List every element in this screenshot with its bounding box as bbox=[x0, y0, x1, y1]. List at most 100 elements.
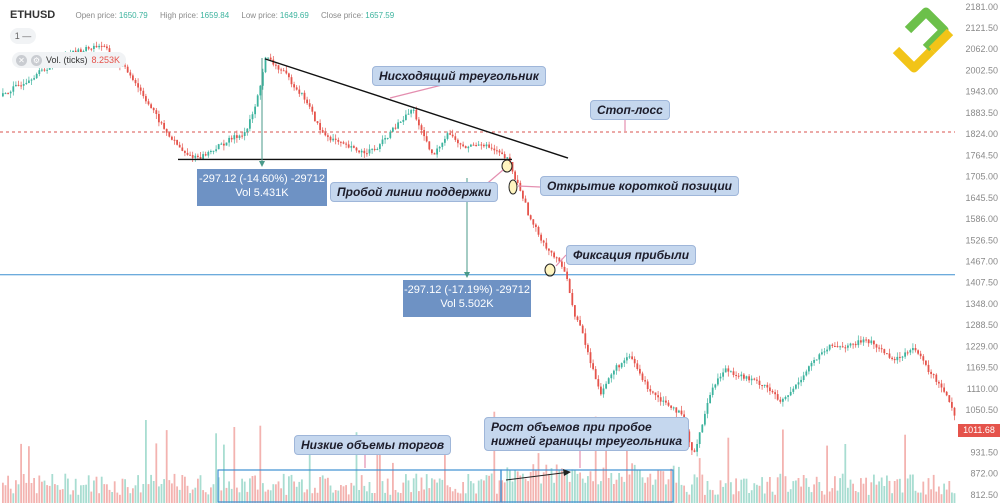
candle-body bbox=[776, 394, 779, 400]
candle-body bbox=[779, 399, 782, 402]
volume-bar bbox=[886, 475, 888, 503]
candle-body bbox=[922, 356, 925, 361]
volume-bar bbox=[639, 470, 641, 503]
volume-bar bbox=[834, 476, 836, 503]
measure-1-change: -297.12 (-14.60%) -29712 bbox=[199, 173, 325, 185]
volume-bar bbox=[332, 492, 334, 503]
volume-bar bbox=[168, 480, 171, 503]
candle-body bbox=[930, 371, 932, 374]
volume-bar bbox=[163, 479, 165, 503]
y-tick-label: 1526.50 bbox=[965, 235, 998, 245]
candle-body bbox=[371, 148, 373, 150]
volume-bar bbox=[727, 437, 730, 503]
candle-body bbox=[462, 144, 464, 147]
candle-body bbox=[581, 325, 584, 334]
candle-body bbox=[496, 150, 498, 152]
y-tick-label: 1824.00 bbox=[965, 129, 998, 139]
candle-body bbox=[917, 350, 919, 354]
candle-body bbox=[849, 343, 852, 346]
candle-body bbox=[646, 381, 649, 389]
volume-bar bbox=[683, 485, 685, 503]
volume-bar bbox=[865, 477, 867, 503]
candle-body bbox=[862, 339, 865, 343]
candle-body bbox=[12, 86, 15, 92]
candle-body bbox=[7, 93, 9, 95]
gear-icon[interactable]: ⚙ bbox=[31, 54, 42, 66]
volume-label: Vol. (ticks) bbox=[46, 55, 88, 65]
volume-bar bbox=[337, 490, 340, 503]
volume-value: 8.253K bbox=[91, 55, 121, 65]
close-icon[interactable]: ✕ bbox=[16, 54, 27, 66]
candle-body bbox=[363, 150, 366, 154]
volume-bar bbox=[787, 491, 789, 503]
volume-bar bbox=[714, 494, 717, 503]
candle-body bbox=[412, 109, 415, 111]
candle-body bbox=[696, 444, 698, 452]
volume-bar bbox=[254, 475, 256, 503]
candle-body bbox=[48, 66, 51, 70]
volume-bar bbox=[61, 489, 64, 503]
candle-body bbox=[43, 69, 46, 71]
candle-body bbox=[566, 271, 568, 279]
candle-body bbox=[709, 395, 711, 404]
volume-bar bbox=[839, 478, 841, 503]
candle-body bbox=[680, 410, 683, 415]
candle-body bbox=[475, 145, 477, 146]
volume-bar bbox=[111, 492, 113, 503]
volume-indicator-pill[interactable]: ✕ ⚙ Vol. (ticks) 8.253K bbox=[12, 52, 127, 68]
volume-bar bbox=[568, 481, 571, 503]
volume-bar bbox=[319, 477, 321, 503]
candle-body bbox=[108, 48, 111, 54]
candle-body bbox=[418, 119, 420, 126]
volume-bar bbox=[795, 480, 797, 503]
volume-bar bbox=[20, 443, 22, 503]
volume-bar bbox=[701, 474, 704, 503]
volume-bar bbox=[951, 492, 953, 503]
y-tick-label: 1705.00 bbox=[965, 172, 998, 182]
candle-body bbox=[724, 368, 727, 373]
volume-bar bbox=[953, 493, 956, 503]
candle-body bbox=[186, 152, 189, 155]
candle-body bbox=[847, 345, 849, 348]
volume-bar bbox=[353, 485, 355, 503]
candle-body bbox=[524, 198, 527, 203]
candle-body bbox=[410, 110, 412, 114]
volume-bar bbox=[519, 475, 522, 503]
low-value: 1649.69 bbox=[279, 11, 309, 20]
volume-bar bbox=[275, 484, 277, 503]
candle-body bbox=[150, 104, 152, 108]
candle-body bbox=[932, 374, 935, 376]
candle-body bbox=[332, 138, 334, 141]
y-tick-label: 1943.00 bbox=[965, 87, 998, 97]
volume-bar bbox=[139, 492, 142, 503]
volume-bar bbox=[410, 492, 412, 503]
volume-bar bbox=[870, 482, 873, 503]
candle-body bbox=[488, 144, 490, 148]
volume-bar bbox=[810, 492, 813, 503]
volume-bar bbox=[641, 477, 644, 503]
volume-bar bbox=[506, 467, 509, 503]
y-tick-label: 1586.00 bbox=[965, 214, 998, 224]
y-tick-label: 1883.50 bbox=[965, 108, 998, 118]
candle-body bbox=[38, 70, 41, 74]
volume-bar bbox=[438, 478, 441, 503]
volume-bar bbox=[298, 481, 301, 503]
volume-bar bbox=[150, 474, 152, 503]
volume-bar bbox=[792, 481, 795, 503]
candle-body bbox=[389, 131, 392, 138]
candle-body bbox=[909, 350, 912, 353]
volume-bar bbox=[633, 464, 636, 503]
volume-bar bbox=[423, 489, 425, 503]
volume-bar bbox=[100, 476, 103, 503]
candle-body bbox=[334, 138, 337, 140]
volume-bar bbox=[176, 486, 178, 503]
volume-bar bbox=[360, 475, 363, 503]
volume-bar bbox=[7, 475, 9, 503]
volume-bar bbox=[293, 481, 295, 503]
volume-bar bbox=[847, 487, 849, 503]
volume-bar bbox=[597, 484, 600, 503]
volume-bar bbox=[659, 470, 662, 503]
candle-body bbox=[399, 121, 402, 123]
interval-pill[interactable]: 1 — bbox=[10, 28, 36, 44]
